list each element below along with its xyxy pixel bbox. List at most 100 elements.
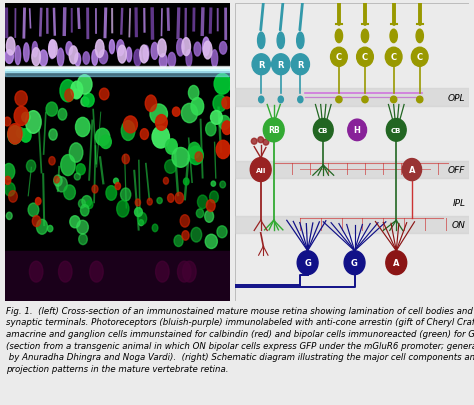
Ellipse shape: [174, 235, 183, 247]
Ellipse shape: [155, 262, 169, 282]
Circle shape: [386, 251, 407, 275]
Ellipse shape: [175, 193, 183, 204]
Circle shape: [252, 55, 270, 75]
Ellipse shape: [195, 152, 202, 162]
Bar: [5, 68, 230, 73]
Ellipse shape: [90, 262, 103, 282]
Ellipse shape: [206, 123, 216, 136]
Circle shape: [250, 158, 271, 182]
Ellipse shape: [56, 177, 67, 192]
Ellipse shape: [177, 39, 184, 57]
Ellipse shape: [69, 143, 83, 163]
Ellipse shape: [22, 113, 30, 123]
Text: G: G: [351, 258, 358, 268]
Ellipse shape: [74, 174, 81, 181]
Ellipse shape: [198, 196, 208, 209]
Ellipse shape: [20, 129, 31, 143]
Text: ON: ON: [451, 220, 465, 229]
Ellipse shape: [211, 51, 218, 68]
Text: A: A: [393, 258, 400, 268]
Ellipse shape: [251, 139, 257, 145]
Ellipse shape: [182, 104, 198, 124]
Text: C: C: [336, 53, 342, 62]
Ellipse shape: [188, 143, 201, 159]
Ellipse shape: [29, 262, 43, 282]
Ellipse shape: [298, 97, 303, 103]
Ellipse shape: [7, 38, 15, 56]
Ellipse shape: [164, 160, 176, 174]
Ellipse shape: [82, 196, 91, 207]
Ellipse shape: [335, 30, 343, 43]
Text: RB: RB: [268, 126, 280, 135]
Ellipse shape: [15, 47, 21, 66]
Ellipse shape: [217, 226, 227, 238]
Ellipse shape: [99, 51, 108, 64]
Ellipse shape: [49, 130, 57, 141]
Ellipse shape: [79, 234, 87, 245]
Circle shape: [291, 55, 310, 75]
Ellipse shape: [47, 226, 53, 232]
Ellipse shape: [58, 109, 67, 121]
Ellipse shape: [259, 97, 264, 103]
Ellipse shape: [210, 111, 222, 125]
Ellipse shape: [139, 220, 144, 226]
Ellipse shape: [117, 201, 129, 217]
Ellipse shape: [164, 178, 169, 185]
Ellipse shape: [75, 118, 90, 137]
Text: CB: CB: [391, 128, 401, 134]
Ellipse shape: [49, 41, 55, 60]
Circle shape: [411, 48, 428, 67]
Ellipse shape: [27, 161, 36, 173]
Ellipse shape: [391, 97, 397, 103]
Ellipse shape: [8, 124, 22, 145]
Ellipse shape: [8, 126, 22, 145]
Ellipse shape: [186, 51, 192, 67]
Ellipse shape: [95, 40, 104, 58]
Ellipse shape: [196, 209, 204, 218]
Ellipse shape: [57, 49, 64, 67]
Ellipse shape: [158, 40, 166, 58]
Ellipse shape: [3, 164, 15, 180]
Ellipse shape: [36, 220, 47, 234]
Ellipse shape: [177, 262, 191, 282]
Ellipse shape: [140, 46, 148, 64]
Ellipse shape: [36, 198, 41, 205]
Ellipse shape: [54, 177, 59, 183]
Ellipse shape: [147, 199, 152, 206]
Ellipse shape: [222, 98, 232, 109]
Circle shape: [402, 159, 421, 181]
Ellipse shape: [172, 148, 189, 168]
Ellipse shape: [263, 140, 269, 146]
Text: G: G: [304, 258, 311, 268]
Ellipse shape: [17, 128, 25, 139]
Ellipse shape: [49, 157, 55, 166]
Text: C: C: [362, 53, 368, 62]
Ellipse shape: [157, 198, 162, 204]
Ellipse shape: [206, 200, 215, 212]
Ellipse shape: [4, 118, 11, 127]
Bar: [235, 217, 469, 233]
Ellipse shape: [92, 51, 98, 66]
Ellipse shape: [49, 41, 57, 59]
Ellipse shape: [202, 38, 210, 57]
Ellipse shape: [203, 42, 212, 60]
Ellipse shape: [173, 108, 180, 117]
Ellipse shape: [214, 74, 231, 95]
Ellipse shape: [75, 54, 81, 67]
Ellipse shape: [5, 51, 13, 64]
Ellipse shape: [222, 122, 232, 135]
Circle shape: [297, 251, 318, 275]
Ellipse shape: [76, 164, 85, 175]
Ellipse shape: [118, 46, 127, 64]
Ellipse shape: [83, 94, 94, 108]
Ellipse shape: [220, 182, 226, 188]
Bar: [5, 251, 230, 302]
Ellipse shape: [64, 185, 75, 200]
Ellipse shape: [205, 234, 218, 249]
Ellipse shape: [219, 43, 227, 55]
Ellipse shape: [95, 129, 110, 146]
Ellipse shape: [14, 107, 28, 126]
Ellipse shape: [150, 105, 167, 124]
Ellipse shape: [32, 43, 37, 58]
Text: C: C: [391, 53, 397, 62]
